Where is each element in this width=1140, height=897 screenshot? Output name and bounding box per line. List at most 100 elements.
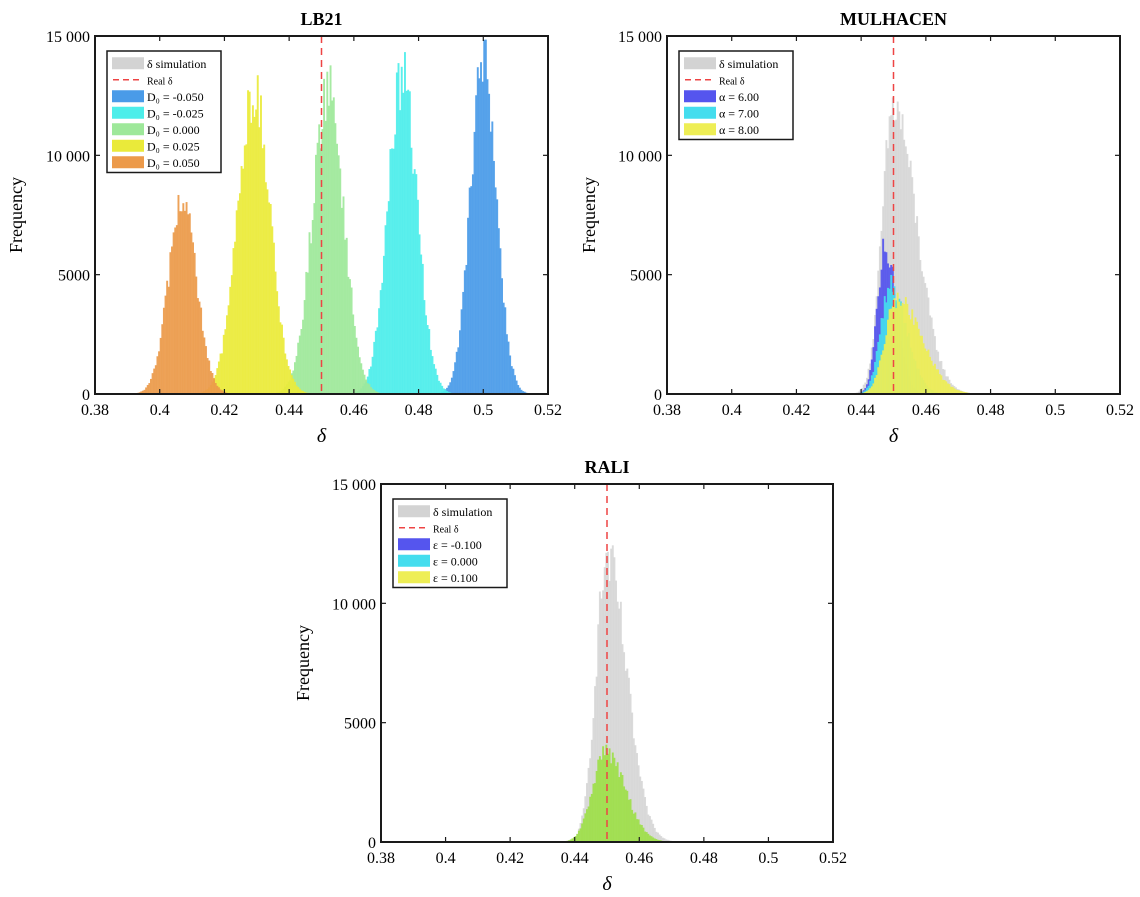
histogram-bar bbox=[901, 114, 904, 394]
histogram-bar bbox=[143, 389, 146, 394]
histogram-bar bbox=[425, 315, 427, 394]
histogram-bar bbox=[250, 122, 253, 394]
histogram-bar bbox=[874, 326, 877, 394]
histogram-bar bbox=[224, 329, 227, 394]
x-tick-label: 0.46 bbox=[340, 402, 368, 419]
histogram-bar bbox=[877, 367, 880, 394]
legend-swatch bbox=[398, 505, 430, 518]
histogram-bar bbox=[616, 762, 619, 842]
histogram-bar bbox=[243, 145, 246, 394]
histogram-bar bbox=[958, 390, 961, 394]
histogram-bar bbox=[611, 752, 614, 842]
histogram-bar bbox=[613, 757, 616, 842]
histogram-bar bbox=[927, 349, 930, 394]
histogram-bar bbox=[945, 381, 948, 394]
histogram-bar bbox=[607, 753, 609, 842]
histogram-bar bbox=[637, 819, 640, 842]
histogram-bar bbox=[875, 375, 878, 394]
histogram-bar bbox=[937, 369, 940, 394]
histogram-bar bbox=[238, 193, 241, 394]
series-1 bbox=[352, 52, 453, 394]
histogram-bar bbox=[376, 327, 379, 394]
panel-title: RALI bbox=[584, 457, 629, 477]
histogram-bar bbox=[924, 348, 927, 394]
histogram-bar bbox=[208, 360, 211, 394]
histogram-bar bbox=[308, 232, 311, 394]
histogram-bar bbox=[893, 121, 896, 394]
legend-label: Real δ bbox=[433, 524, 459, 535]
histogram-bar bbox=[292, 378, 295, 394]
axes-frame bbox=[666, 35, 1121, 395]
histogram-bar bbox=[938, 374, 941, 394]
histogram-bar bbox=[368, 384, 371, 394]
legend-swatch bbox=[112, 139, 144, 152]
histogram-bar bbox=[361, 369, 364, 394]
histogram-bar bbox=[919, 335, 922, 394]
histogram-bar bbox=[468, 187, 471, 394]
x-tick-label: 0.46 bbox=[912, 402, 940, 419]
histogram-bar bbox=[499, 248, 502, 394]
histogram-bar bbox=[916, 321, 919, 394]
histogram-bar bbox=[221, 390, 224, 394]
histogram-bar bbox=[313, 203, 316, 394]
series-2 bbox=[274, 65, 382, 394]
histogram-bar bbox=[658, 834, 661, 842]
histogram-bar bbox=[405, 90, 408, 394]
legend-swatch bbox=[684, 106, 716, 119]
legend-label: D₀ = 0.025 bbox=[147, 139, 200, 153]
histogram-bar bbox=[587, 767, 590, 842]
histogram-bar bbox=[911, 177, 914, 394]
histogram-bar bbox=[295, 355, 298, 394]
histogram-bar bbox=[442, 388, 445, 394]
histogram-bar bbox=[428, 329, 431, 394]
histogram-bar bbox=[652, 823, 655, 842]
histogram-bar bbox=[655, 839, 658, 842]
histogram-bar bbox=[447, 391, 450, 394]
histogram-bar bbox=[297, 342, 300, 394]
legend-swatch bbox=[112, 156, 144, 169]
histogram-bar bbox=[859, 389, 862, 394]
histogram-bar bbox=[402, 92, 405, 394]
histogram-bar bbox=[917, 328, 920, 394]
legend-label: D₀ = 0.050 bbox=[147, 156, 200, 170]
histogram-bar bbox=[326, 71, 329, 394]
histogram-bar bbox=[882, 350, 885, 394]
histogram-bar bbox=[619, 601, 622, 842]
histogram-bar bbox=[379, 290, 382, 394]
histogram-bar bbox=[896, 292, 899, 394]
histogram-bar bbox=[373, 341, 376, 394]
histogram-bar bbox=[392, 148, 395, 394]
histogram-bar bbox=[597, 759, 600, 842]
histogram-bar bbox=[647, 833, 650, 842]
histogram-bar bbox=[389, 149, 392, 394]
histogram-bar bbox=[340, 207, 343, 394]
histogram-bar bbox=[423, 300, 426, 394]
histogram-bar bbox=[908, 315, 910, 394]
histogram-bar bbox=[933, 363, 936, 394]
plot-area bbox=[854, 36, 974, 394]
y-tick-label: 10 000 bbox=[332, 596, 376, 613]
histogram-bar bbox=[932, 365, 935, 394]
legend-swatch bbox=[112, 123, 144, 136]
histogram-bar bbox=[491, 121, 494, 394]
histogram-bar bbox=[615, 766, 617, 842]
histogram-bar bbox=[447, 385, 450, 394]
histogram-bar bbox=[272, 242, 275, 394]
histogram-bar bbox=[953, 388, 956, 394]
histogram-bar bbox=[597, 624, 600, 842]
histogram-bar bbox=[627, 677, 630, 842]
histogram-bar bbox=[652, 837, 655, 842]
legend-label: δ simulation bbox=[433, 505, 492, 519]
histogram-bar bbox=[621, 644, 624, 842]
histogram-bar bbox=[420, 254, 423, 394]
histogram-bar bbox=[384, 225, 387, 394]
histogram-bar bbox=[872, 383, 875, 394]
histogram-bar bbox=[471, 174, 474, 394]
histogram-bar bbox=[505, 334, 508, 394]
histogram-bar bbox=[866, 391, 868, 394]
histogram-bar bbox=[948, 384, 951, 394]
histogram-bar bbox=[602, 590, 605, 842]
panel-title: LB21 bbox=[300, 9, 342, 29]
histogram-bar bbox=[297, 387, 300, 394]
histogram-bar bbox=[914, 222, 917, 394]
